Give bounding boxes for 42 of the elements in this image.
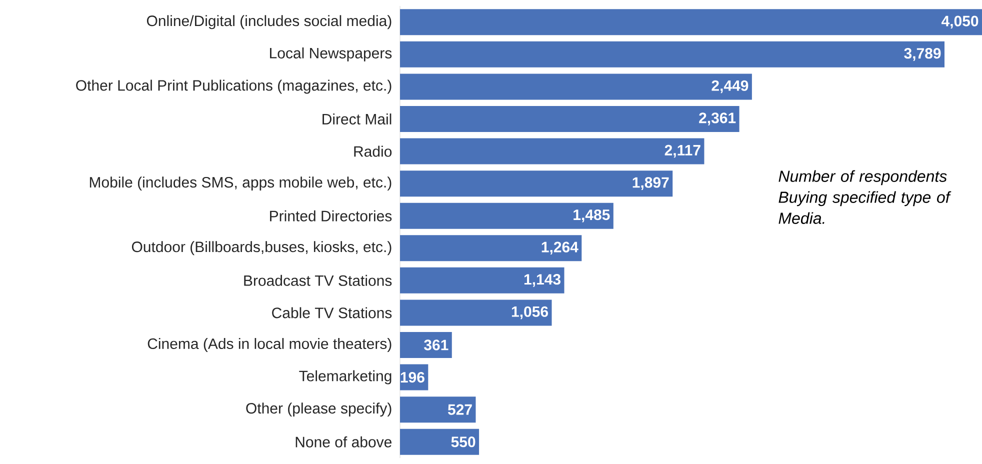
y-tick-label: Outdoor (Billboards,buses, kiosks, etc.) — [132, 241, 392, 256]
data-label: 1,056 — [512, 306, 548, 320]
data-label: 361 — [424, 340, 448, 350]
bar — [400, 235, 582, 262]
data-label: 196 — [400, 372, 424, 383]
data-label: 550 — [451, 436, 476, 448]
y-tick-label: Broadcast TV Stations — [244, 274, 392, 286]
bar — [400, 300, 552, 326]
y-tick-label: Other Local Print Publications (magazines, etc.) — [76, 80, 392, 94]
bar — [400, 202, 614, 229]
y-tick-label: Online/Digital (includes social media) — [146, 15, 392, 30]
y-tick-label: Other (please specify) — [246, 402, 392, 417]
data-label: 1,264 — [542, 242, 578, 255]
bar — [400, 138, 704, 164]
y-tick-label: Local Newspapers — [270, 47, 392, 62]
bar — [400, 428, 480, 455]
data-label: 2,449 — [712, 80, 748, 94]
data-label: 4,050 — [941, 16, 978, 29]
bar — [400, 170, 673, 197]
bar — [400, 9, 982, 36]
data-label: 1,897 — [632, 177, 669, 190]
bar — [400, 74, 752, 100]
y-tick-label: Cinema (Ads in local movie theaters) — [148, 338, 392, 352]
bar — [400, 332, 452, 358]
data-label: 1,485 — [574, 209, 610, 222]
y-tick-label: Mobile (includes SMS, apps mobile web, etc.) — [90, 176, 392, 191]
bar — [400, 41, 944, 68]
y-tick-label: Direct Mail — [322, 113, 392, 125]
y-tick-label: Telemarketing — [299, 370, 392, 384]
data-label: 527 — [448, 404, 472, 415]
y-tick-label: Radio — [354, 146, 392, 157]
bar — [400, 106, 740, 132]
data-label: 3,789 — [904, 48, 941, 61]
y-tick-label: Cable TV Stations — [272, 307, 392, 318]
annotation: Number of respondents Buying specified type of Media. — [778, 170, 952, 224]
data-label: 2,361 — [699, 112, 736, 126]
y-tick-label: None of above — [296, 436, 392, 448]
y-tick-label: Printed Directories — [270, 210, 392, 222]
data-label: 2,117 — [664, 144, 700, 158]
bar — [400, 396, 476, 423]
bar — [400, 267, 564, 294]
data-label: 1,143 — [524, 274, 561, 287]
